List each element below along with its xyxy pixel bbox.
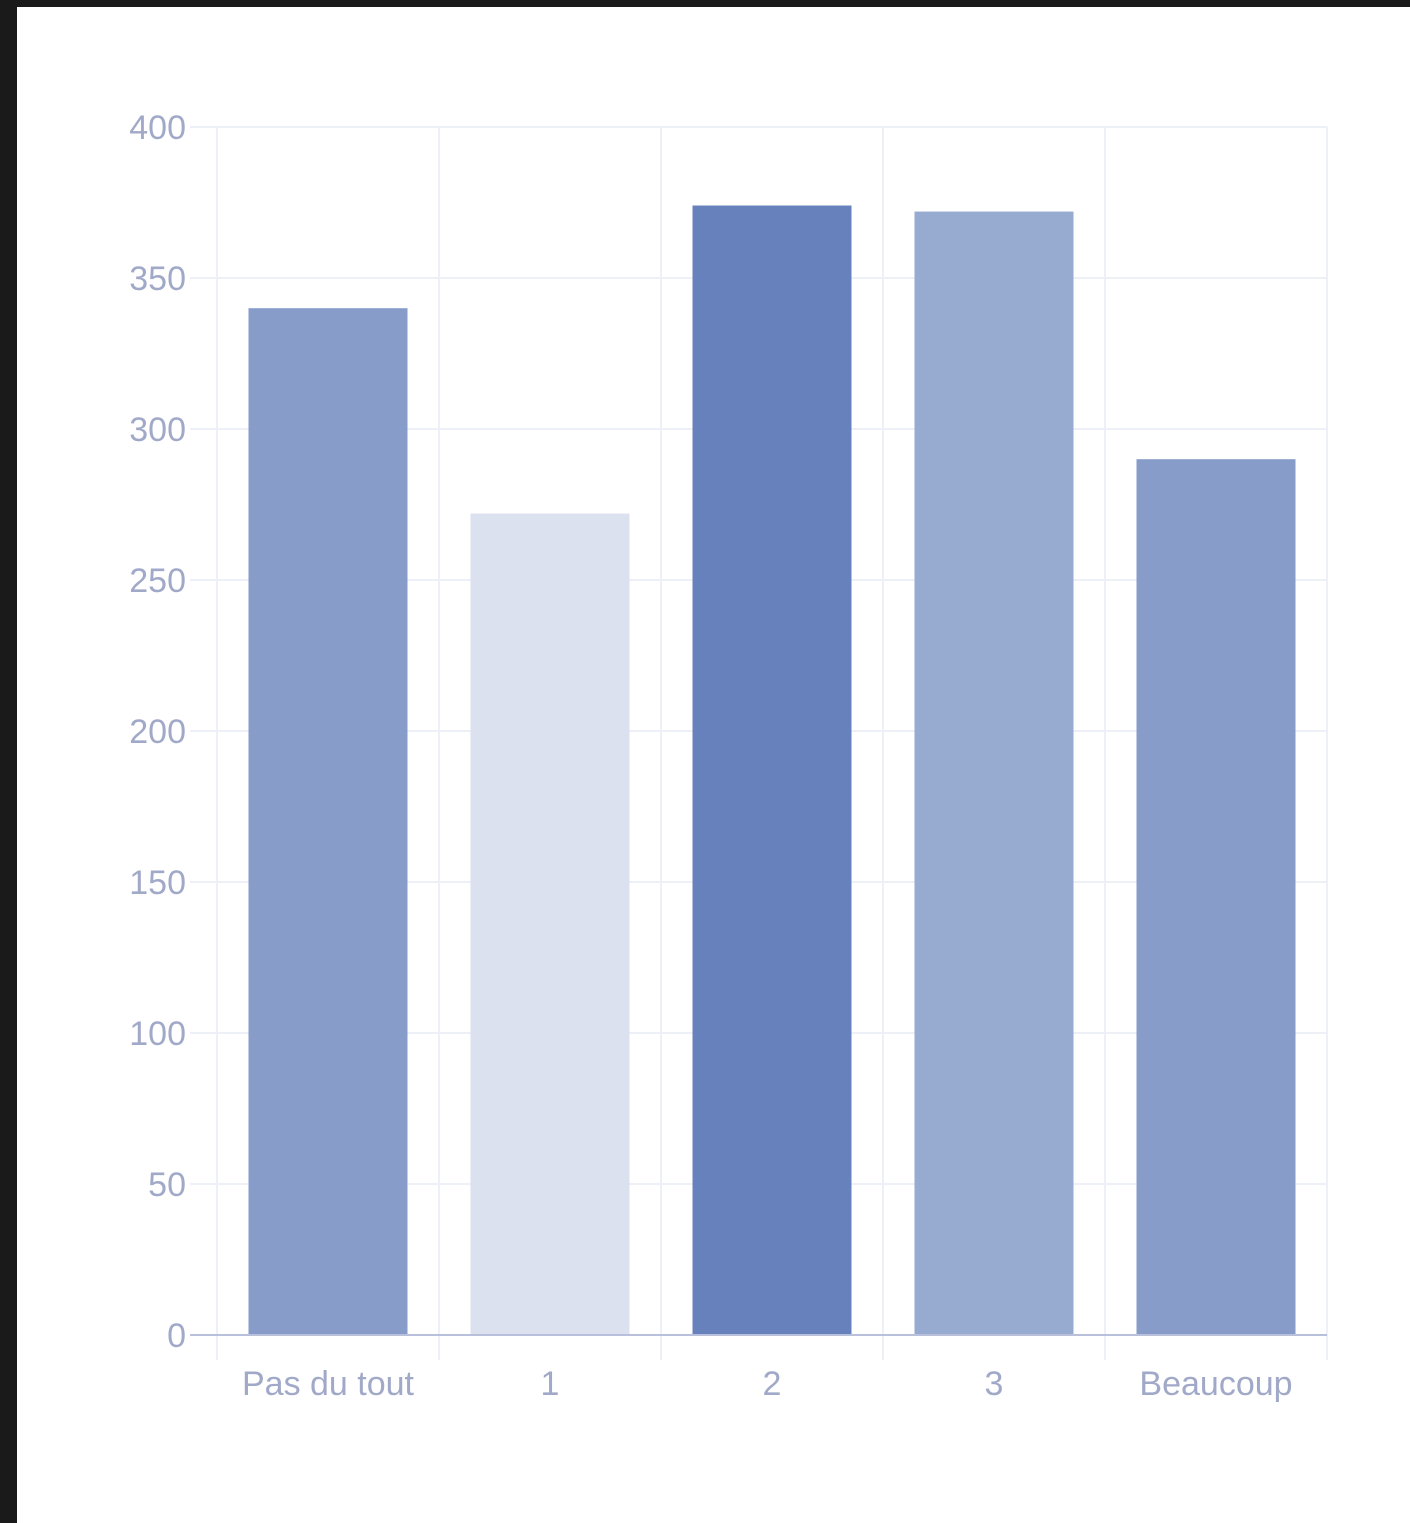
y-tick-label: 50 bbox=[148, 1166, 186, 1204]
y-tick-label: 350 bbox=[129, 260, 186, 298]
y-tick-label: 150 bbox=[129, 864, 186, 902]
x-tick-label: Beaucoup bbox=[1139, 1365, 1292, 1403]
bar-0 bbox=[248, 308, 408, 1336]
y-tick-label: 0 bbox=[167, 1317, 186, 1355]
y-tick-label: 300 bbox=[129, 411, 186, 449]
y-tick-label: 100 bbox=[129, 1015, 186, 1053]
y-tick-labels: 0 50 100 150 200 250 300 350 400 bbox=[129, 109, 186, 1355]
x-tick-label: Pas du tout bbox=[242, 1365, 415, 1403]
y-tick-label: 250 bbox=[129, 562, 186, 600]
x-tick-label: 2 bbox=[763, 1365, 782, 1403]
x-tick-label: 3 bbox=[985, 1365, 1004, 1403]
bar-1 bbox=[470, 513, 630, 1335]
bars bbox=[248, 205, 1296, 1336]
y-tick-label: 200 bbox=[129, 713, 186, 751]
bar-4 bbox=[1136, 459, 1296, 1335]
bar-3 bbox=[914, 211, 1074, 1335]
bar-2 bbox=[692, 205, 852, 1335]
x-tick-label: 1 bbox=[541, 1365, 560, 1403]
x-tick-labels: Pas du tout 1 2 3 Beaucoup bbox=[242, 1365, 1293, 1403]
y-tick-label: 400 bbox=[129, 109, 186, 147]
